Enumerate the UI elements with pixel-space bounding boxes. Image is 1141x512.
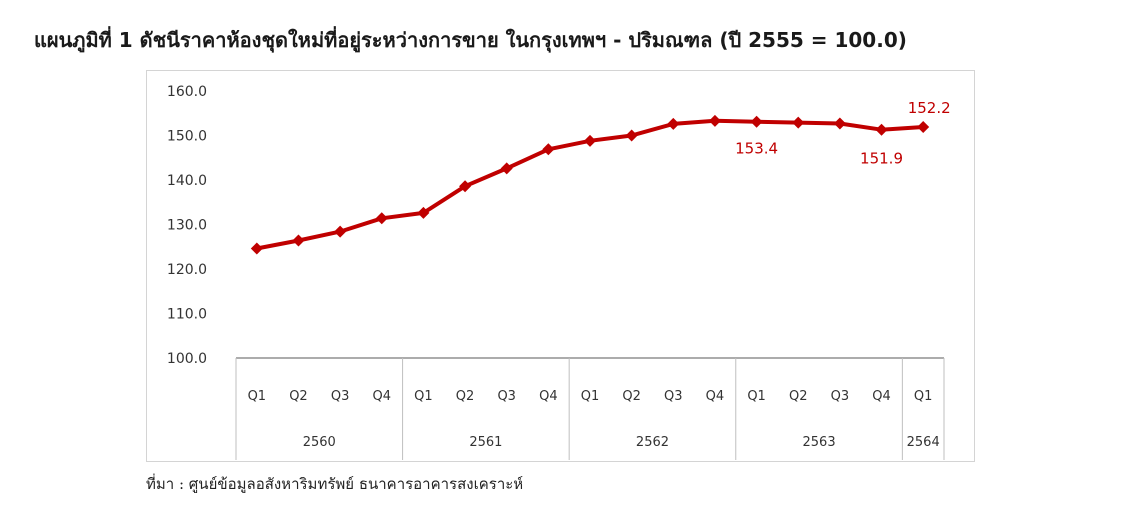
data-point [708,114,721,127]
data-point [250,242,263,255]
y-tick-label: 140.0 [167,173,207,189]
x-tick-label: Q2 [456,389,475,404]
data-point [375,212,388,225]
x-tick-label: Q4 [872,389,891,404]
data-point [917,121,930,134]
x-tick-label: Q2 [789,389,808,404]
x-tick-label: Q1 [248,389,267,404]
data-point [292,234,305,247]
y-tick-label: 150.0 [167,129,207,145]
x-tick-label: Q1 [747,389,766,404]
y-tick-label: 160.0 [167,84,207,100]
data-label: 151.9 [860,150,903,168]
chart-frame [146,70,975,462]
chart-title: แผนภูมิที่ 1 ดัชนีราคาห้องชุดใหม่ที่อยู่… [34,28,907,52]
x-tick-label: Q3 [331,389,350,404]
data-point [417,206,430,219]
x-tick-label: Q1 [581,389,600,404]
data-point [542,143,555,156]
data-point [584,134,596,147]
x-tick-label: Q3 [831,389,850,404]
y-tick-label: 110.0 [167,307,207,323]
year-label: 2563 [803,435,836,450]
data-label: 152.2 [908,99,951,117]
y-tick-label: 100.0 [167,351,207,367]
x-tick-label: Q4 [706,389,725,404]
data-point [833,117,846,130]
y-tick-label: 120.0 [167,262,207,278]
year-label: 2564 [907,435,940,450]
data-point [792,116,805,129]
data-point [459,180,472,193]
data-label: 153.4 [735,140,778,158]
x-tick-label: Q2 [622,389,641,404]
y-tick-label: 130.0 [167,218,207,234]
data-point [625,129,638,142]
year-label: 2562 [636,435,669,450]
data-point [750,115,763,128]
x-tick-label: Q2 [289,389,308,404]
x-tick-label: Q4 [373,389,392,404]
x-tick-label: Q1 [914,389,933,404]
source-note: ที่มา : ศูนย์ข้อมูลอสังหาริมทรัพย์ ธนาคา… [146,475,524,493]
data-point [667,117,680,130]
data-point [875,123,888,136]
x-tick-label: Q3 [497,389,516,404]
x-tick-label: Q1 [414,389,433,404]
data-point [334,225,347,238]
year-label: 2560 [303,435,336,450]
year-label: 2561 [469,435,502,450]
x-tick-label: Q4 [539,389,558,404]
x-tick-label: Q3 [664,389,683,404]
data-point [500,162,513,175]
